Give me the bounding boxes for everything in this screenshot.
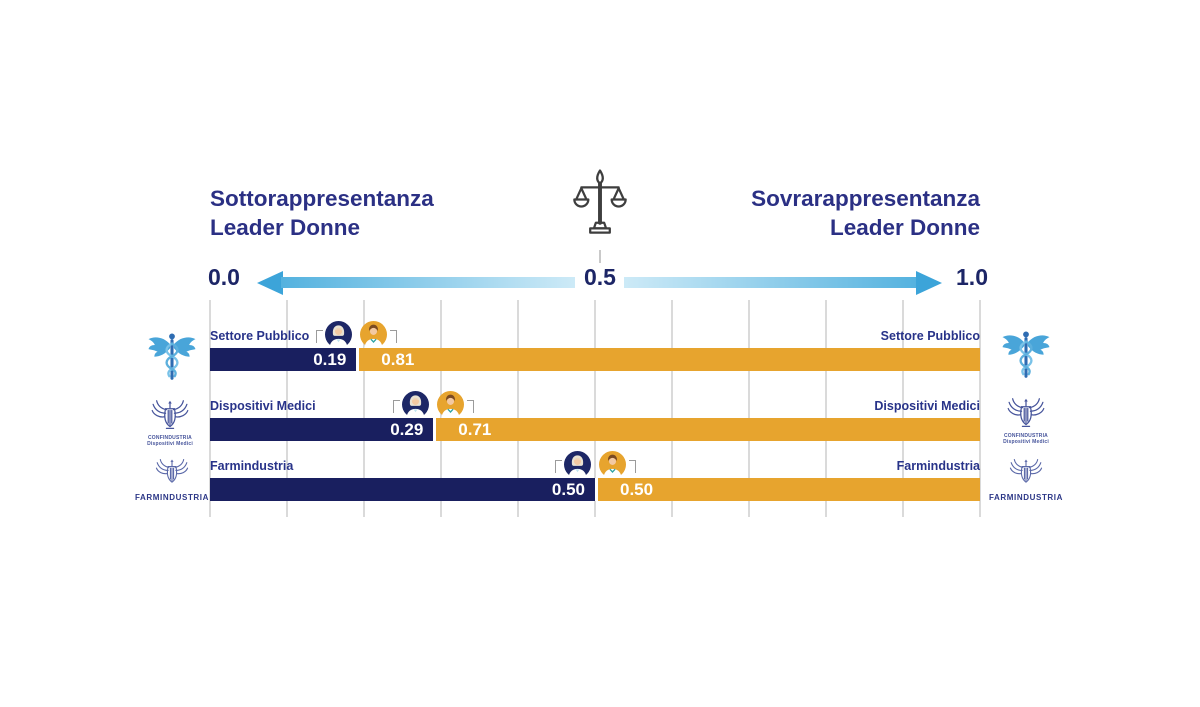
caduceus-icon	[1000, 329, 1052, 390]
bracket-icon	[629, 460, 636, 473]
farmindustria-logo: FARMINDUSTRIA	[988, 458, 1064, 502]
arrow-right-head	[916, 271, 942, 295]
arrow-right-icon	[624, 271, 942, 295]
bracket-icon	[467, 400, 475, 413]
confindustria-label-line1: CONFINDUSTRIA	[148, 435, 192, 441]
confindustria-label-line1: CONFINDUSTRIA	[1004, 433, 1048, 439]
value-donne: 0.50	[551, 479, 585, 499]
farmindustria-label: FARMINDUSTRIA	[988, 493, 1064, 502]
bar-farmindustria: 0.50 0.50	[210, 478, 980, 501]
man-doctor-icon	[360, 321, 388, 348]
arrow-left-icon	[257, 271, 575, 295]
gridline	[209, 300, 211, 517]
axis-label-min: 0.0	[208, 264, 240, 290]
gridline	[902, 300, 904, 517]
bar-settore-pubblico: 0.19 0.81	[210, 348, 980, 371]
gridline	[979, 300, 981, 517]
bar-segment-uomini: 0.50	[595, 478, 980, 501]
value-donne: 0.19	[313, 349, 347, 369]
axis-label-mid: 0.5	[584, 264, 616, 290]
row-label-right: Settore Pubblico	[880, 329, 980, 343]
right-title-line1: Sovrarappresentanza	[751, 186, 980, 211]
bar-segment-donne: 0.50	[210, 478, 595, 501]
confindustria-logo: CONFINDUSTRIA Dispositivi Medici	[142, 399, 198, 447]
right-axis-title: Sovrarappresentanza Leader Donne	[640, 184, 980, 242]
left-axis-title: Sottorappresentanza Leader Donne	[210, 184, 650, 242]
bracket-icon	[390, 330, 398, 343]
bar-segment-uomini: 0.71	[433, 418, 980, 441]
value-uomini: 0.71	[458, 419, 492, 439]
gridline	[286, 300, 288, 517]
row-label-left: Settore Pubblico	[210, 329, 310, 343]
row-label-left: Dispositivi Medici	[210, 399, 316, 413]
man-doctor-icon	[599, 451, 626, 478]
bracket-icon	[316, 330, 324, 343]
gridlines	[209, 300, 981, 517]
plot-area: Settore Pubblico Settore Pubblico 0.19 0…	[209, 300, 981, 517]
confindustria-label-line2: Dispositivi Medici	[147, 440, 193, 447]
right-title-line2: Leader Donne	[829, 215, 980, 240]
farmindustria-logo: FARMINDUSTRIA	[134, 458, 210, 502]
woman-doctor-icon	[402, 391, 430, 418]
bar-dispositivi-medici: 0.29 0.71	[210, 418, 980, 441]
row-label-left: Farmindustria	[210, 459, 294, 473]
confindustria-logo: CONFINDUSTRIA Dispositivi Medici	[998, 397, 1054, 445]
gridline	[748, 300, 750, 517]
gridline	[594, 300, 596, 517]
gridline	[671, 300, 673, 517]
row-label-right: Dispositivi Medici	[874, 399, 980, 413]
bracket-icon	[393, 400, 401, 413]
woman-doctor-icon	[564, 451, 591, 478]
confindustria-label-line2: Dispositivi Medici	[1003, 438, 1049, 445]
row-label-right: Farmindustria	[896, 459, 980, 473]
gridline	[363, 300, 365, 517]
arrow-left-body	[281, 277, 575, 288]
gridline	[517, 300, 519, 517]
bar-segment-donne: 0.19	[210, 348, 357, 371]
left-title-line1: Sottorappresentanza	[210, 186, 434, 211]
bar-segment-uomini: 0.81	[356, 348, 980, 371]
bracket-icon	[555, 460, 562, 473]
center-tick	[599, 250, 601, 263]
left-title-line2: Leader Donne	[210, 215, 361, 240]
value-uomini: 0.81	[381, 349, 415, 369]
gridline	[825, 300, 827, 517]
woman-doctor-icon	[325, 321, 353, 348]
axis-label-max: 1.0	[956, 264, 988, 290]
caduceus-icon	[146, 331, 198, 392]
arrow-right-body	[624, 277, 918, 288]
bar-segment-donne: 0.29	[210, 418, 434, 441]
man-doctor-icon	[437, 391, 465, 418]
value-uomini: 0.50	[620, 479, 654, 499]
value-donne: 0.29	[390, 419, 424, 439]
balance-scale-icon	[572, 166, 628, 246]
farmindustria-label: FARMINDUSTRIA	[134, 493, 210, 502]
arrow-left-head	[257, 271, 283, 295]
